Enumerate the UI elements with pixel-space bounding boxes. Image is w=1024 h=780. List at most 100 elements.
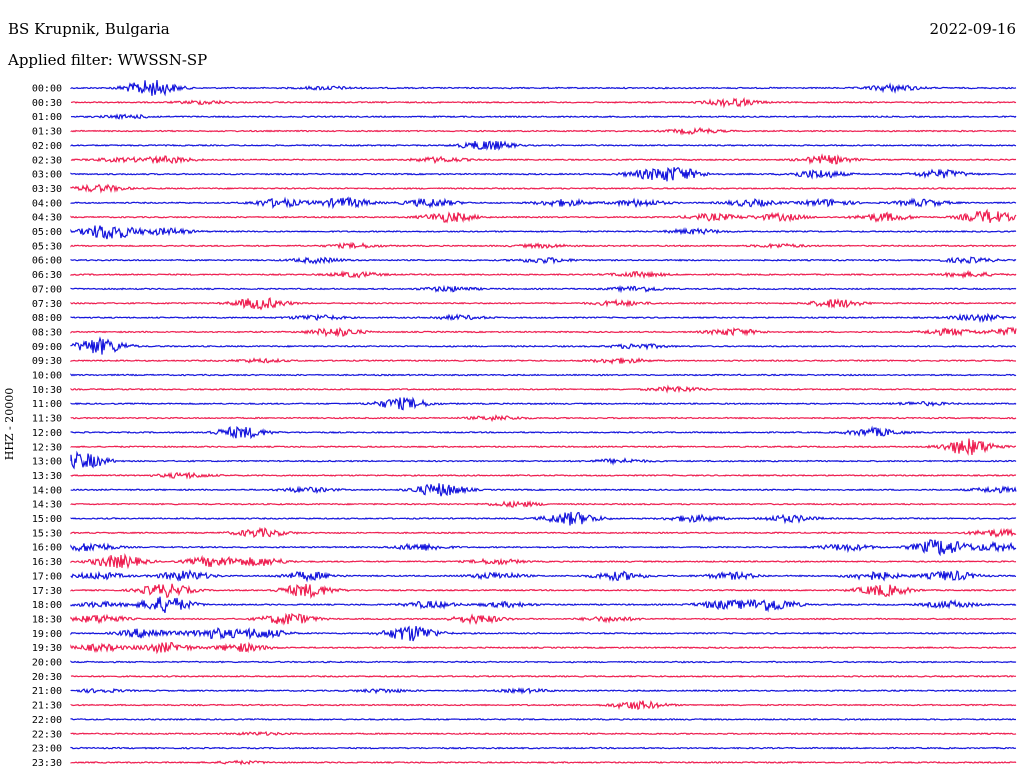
trace-0530 [70,241,1017,250]
time-label-0730: 07:30 [32,299,62,310]
trace-1830 [70,612,1017,626]
time-label-2300: 23:00 [32,744,62,755]
trace-1200 [70,425,1017,440]
time-label-0100: 01:00 [32,112,62,123]
trace-1230 [70,438,1017,456]
trace-0300 [70,167,1017,182]
time-label-1900: 19:00 [32,629,62,640]
trace-1030 [70,384,1017,394]
time-label-2030: 20:30 [32,672,62,683]
trace-2230 [70,731,1017,736]
trace-0500 [70,225,1017,240]
time-label-2330: 23:30 [32,758,62,769]
time-label-1800: 18:00 [32,600,62,611]
time-label-0600: 06:00 [32,256,62,267]
trace-2000 [70,660,1017,664]
trace-1430 [70,499,1017,508]
time-label-0330: 03:30 [32,184,62,195]
trace-1130 [70,414,1017,423]
trace-2330 [70,759,1017,766]
trace-0830 [70,326,1017,338]
time-label-1330: 13:30 [32,471,62,482]
time-label-0400: 04:00 [32,198,62,209]
time-label-0900: 09:00 [32,342,62,353]
trace-2300 [70,746,1017,750]
trace-2030 [70,674,1017,678]
time-label-1630: 16:30 [32,557,62,568]
time-label-1400: 14:00 [32,485,62,496]
time-label-0230: 02:30 [32,155,62,166]
time-label-1700: 17:00 [32,571,62,582]
trace-1730 [70,583,1017,599]
trace-0800 [70,312,1017,324]
trace-0200 [70,140,1017,151]
time-label-0000: 00:00 [32,84,62,95]
time-label-1830: 18:30 [32,614,62,625]
time-label-1100: 11:00 [32,399,62,410]
time-label-2100: 21:00 [32,686,62,697]
trace-1630 [70,553,1017,570]
time-label-2230: 22:30 [32,729,62,740]
time-label-2200: 22:00 [32,715,62,726]
time-label-1500: 15:00 [32,514,62,525]
time-label-1230: 12:30 [32,442,62,453]
trace-1330 [70,471,1017,480]
time-label-0500: 05:00 [32,227,62,238]
time-label-0300: 03:00 [32,170,62,181]
date-label: 2022-09-16 [929,20,1016,38]
filter-label: Applied filter: WWSSN-SP [8,51,208,69]
time-label-1600: 16:00 [32,543,62,554]
trace-0900 [70,336,1017,355]
time-label-0030: 00:30 [32,98,62,109]
trace-0130 [70,126,1017,136]
time-label-2000: 20:00 [32,658,62,669]
trace-0400 [70,196,1017,210]
trace-0600 [70,256,1017,265]
trace-1800 [70,596,1017,614]
trace-0730 [70,297,1017,311]
trace-1500 [70,511,1017,526]
trace-1930 [70,641,1017,655]
trace-0230 [70,153,1017,165]
time-label-1130: 11:30 [32,414,62,425]
time-label-0930: 09:30 [32,356,62,367]
trace-1900 [70,625,1017,642]
trace-0430 [70,208,1017,224]
time-label-0800: 08:00 [32,313,62,324]
trace-0700 [70,284,1017,294]
time-label-0430: 04:30 [32,213,62,224]
time-label-2130: 21:30 [32,701,62,712]
trace-1530 [70,526,1017,539]
trace-2200 [70,717,1016,721]
time-label-0630: 06:30 [32,270,62,281]
time-label-1430: 14:30 [32,500,62,511]
trace-0630 [70,269,1017,279]
time-label-0530: 05:30 [32,241,62,252]
trace-0930 [70,357,1016,365]
trace-0000 [70,80,1017,97]
trace-1300 [70,450,1017,470]
time-label-1300: 13:00 [32,457,62,468]
time-label-1930: 19:30 [32,643,62,654]
trace-1000 [70,373,1017,377]
time-label-0130: 01:30 [32,127,62,138]
time-label-1000: 10:00 [32,371,62,382]
trace-0030 [70,96,1017,109]
trace-2100 [70,687,1017,695]
time-label-0700: 07:00 [32,284,62,295]
time-label-1730: 17:30 [32,586,62,597]
trace-0100 [70,113,1017,121]
y-axis-label: HHZ - 20000 [3,387,16,461]
trace-1100 [70,396,1017,411]
trace-2130 [70,700,1017,711]
trace-0330 [70,183,1017,194]
time-label-1530: 15:30 [32,528,62,539]
time-label-0830: 08:30 [32,327,62,338]
time-label-1030: 10:30 [32,385,62,396]
time-label-1200: 12:00 [32,428,62,439]
trace-1700 [70,569,1017,583]
trace-1400 [70,483,1017,497]
time-label-0200: 02:00 [32,141,62,152]
station-title: BS Krupnik, Bulgaria [8,20,170,38]
